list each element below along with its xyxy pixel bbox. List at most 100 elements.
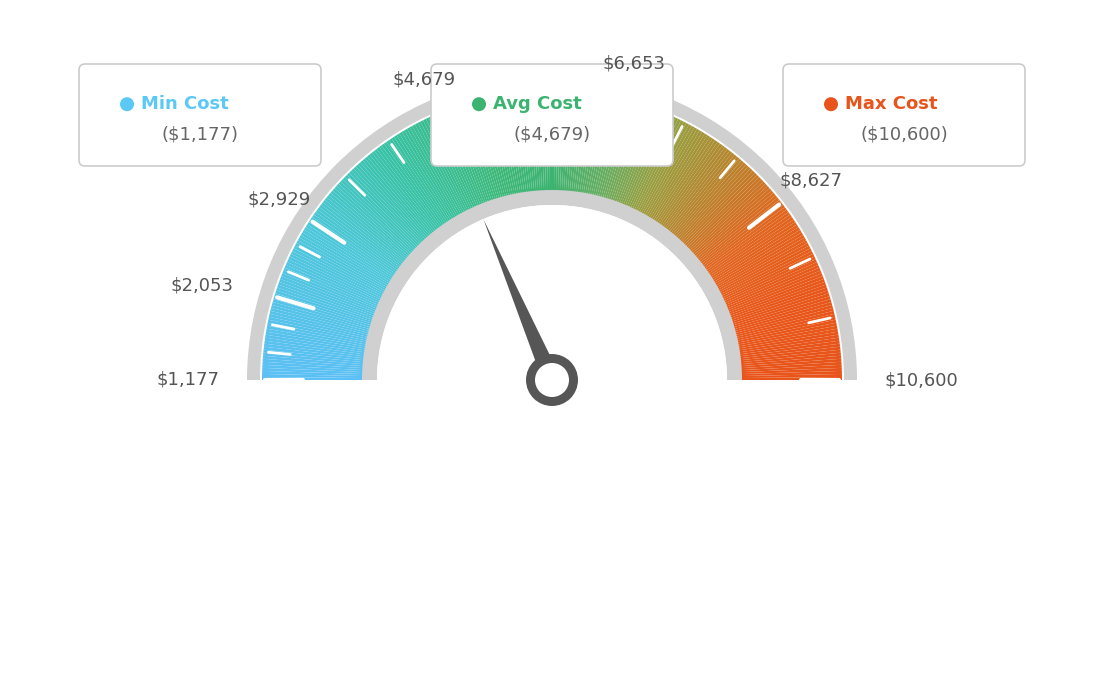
Wedge shape: [586, 95, 609, 199]
Wedge shape: [396, 134, 455, 224]
Text: $2,053: $2,053: [171, 277, 234, 295]
Wedge shape: [272, 302, 374, 332]
Wedge shape: [342, 177, 420, 252]
Wedge shape: [302, 230, 394, 286]
Wedge shape: [265, 335, 369, 353]
Wedge shape: [575, 92, 592, 197]
Wedge shape: [273, 299, 374, 331]
Circle shape: [535, 363, 569, 397]
Wedge shape: [713, 237, 806, 291]
Wedge shape: [537, 90, 544, 195]
Wedge shape: [593, 97, 618, 200]
Text: $1,177: $1,177: [157, 371, 220, 389]
Wedge shape: [668, 155, 736, 237]
Wedge shape: [562, 90, 570, 195]
Wedge shape: [500, 94, 521, 198]
Wedge shape: [688, 184, 767, 256]
Wedge shape: [736, 371, 842, 376]
Wedge shape: [570, 91, 582, 196]
Wedge shape: [480, 99, 508, 201]
Wedge shape: [635, 120, 683, 215]
Wedge shape: [434, 114, 478, 211]
Wedge shape: [598, 99, 627, 201]
Wedge shape: [272, 305, 373, 334]
Wedge shape: [596, 99, 624, 201]
Wedge shape: [264, 344, 369, 359]
Wedge shape: [573, 92, 588, 197]
Wedge shape: [266, 328, 370, 349]
Wedge shape: [730, 299, 831, 331]
Wedge shape: [581, 94, 601, 197]
Wedge shape: [314, 212, 401, 275]
Wedge shape: [486, 97, 511, 200]
Wedge shape: [262, 377, 367, 380]
Wedge shape: [445, 109, 486, 208]
Text: $6,653: $6,653: [603, 55, 666, 72]
Wedge shape: [327, 195, 410, 264]
Wedge shape: [729, 296, 830, 328]
Wedge shape: [325, 197, 408, 265]
Wedge shape: [722, 265, 819, 308]
Wedge shape: [604, 101, 636, 203]
Wedge shape: [556, 90, 561, 195]
Wedge shape: [723, 270, 821, 312]
Wedge shape: [474, 100, 505, 201]
Wedge shape: [287, 259, 384, 305]
Wedge shape: [724, 273, 822, 314]
Wedge shape: [656, 140, 718, 228]
Wedge shape: [611, 105, 647, 206]
Wedge shape: [705, 217, 794, 277]
Wedge shape: [697, 200, 782, 266]
Text: Max Cost: Max Cost: [845, 95, 937, 113]
Wedge shape: [289, 254, 385, 302]
Wedge shape: [270, 308, 373, 336]
Wedge shape: [648, 132, 704, 223]
Wedge shape: [703, 212, 790, 275]
Wedge shape: [605, 102, 639, 204]
Wedge shape: [266, 332, 370, 351]
Wedge shape: [291, 251, 386, 299]
Wedge shape: [662, 147, 728, 233]
Wedge shape: [275, 290, 376, 325]
Wedge shape: [307, 222, 396, 281]
Wedge shape: [534, 90, 542, 195]
Wedge shape: [602, 101, 633, 202]
Wedge shape: [545, 90, 550, 195]
Wedge shape: [711, 233, 803, 288]
Wedge shape: [265, 337, 369, 355]
Wedge shape: [512, 92, 529, 197]
Wedge shape: [714, 240, 808, 293]
Wedge shape: [710, 230, 802, 286]
Text: $8,627: $8,627: [779, 171, 842, 189]
Wedge shape: [708, 222, 797, 281]
Wedge shape: [564, 90, 573, 195]
Wedge shape: [726, 285, 827, 321]
Wedge shape: [284, 268, 382, 310]
FancyBboxPatch shape: [783, 64, 1025, 166]
Wedge shape: [264, 346, 369, 361]
Wedge shape: [730, 302, 832, 332]
Wedge shape: [616, 108, 656, 207]
Wedge shape: [633, 119, 681, 215]
Wedge shape: [428, 117, 475, 213]
Wedge shape: [731, 305, 832, 334]
Wedge shape: [624, 112, 667, 210]
Wedge shape: [655, 139, 715, 227]
Text: ($4,679): ($4,679): [513, 126, 591, 144]
Wedge shape: [285, 265, 382, 308]
Wedge shape: [465, 102, 499, 204]
Wedge shape: [491, 96, 516, 199]
Wedge shape: [498, 95, 519, 198]
Wedge shape: [585, 95, 606, 198]
Wedge shape: [716, 248, 811, 298]
Wedge shape: [540, 90, 546, 195]
Wedge shape: [609, 104, 645, 205]
Wedge shape: [618, 109, 659, 208]
Wedge shape: [549, 90, 552, 195]
Wedge shape: [728, 288, 828, 323]
Wedge shape: [269, 310, 372, 338]
Wedge shape: [733, 323, 837, 345]
Wedge shape: [725, 279, 825, 317]
Wedge shape: [277, 285, 378, 321]
FancyBboxPatch shape: [79, 64, 321, 166]
